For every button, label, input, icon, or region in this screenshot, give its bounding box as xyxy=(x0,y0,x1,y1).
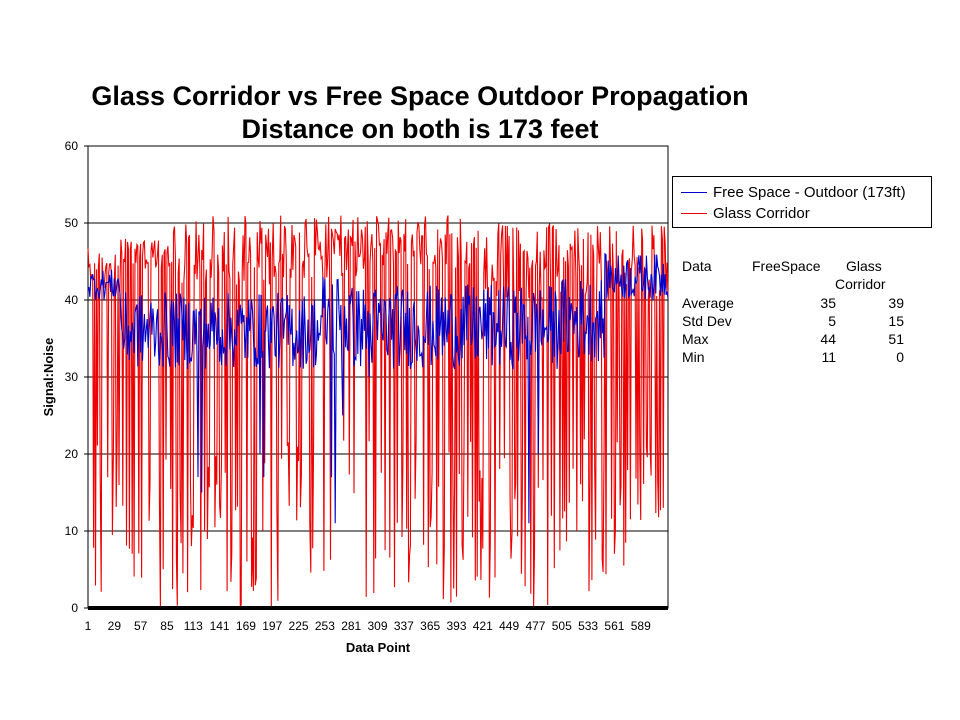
series-layer xyxy=(87,215,669,610)
x-axis-ticks: 1 29 57 85 113 141 169 197 225 253 281 309 337 365 393… xyxy=(85,619,651,633)
y-tick-label: 10 xyxy=(65,524,79,538)
legend-item-glass-corridor: Glass Corridor xyxy=(681,203,810,223)
x-tick-label: 589 xyxy=(631,619,651,633)
stats-header-corridor: Corridor xyxy=(835,276,886,292)
x-tick-label: 281 xyxy=(341,619,361,633)
legend: Free Space - Outdoor (173ft) Glass Corri… xyxy=(672,176,932,228)
x-tick-label: 253 xyxy=(315,619,335,633)
x-tick-label: 225 xyxy=(289,619,309,633)
stats-glass-value: 51 xyxy=(888,331,904,347)
y-tick-label: 60 xyxy=(65,139,79,153)
legend-item-free-space: Free Space - Outdoor (173ft) xyxy=(681,182,906,202)
stats-row-min: Min 11 0 xyxy=(682,349,922,367)
y-axis-ticks: 0 10 20 30 40 50 60 xyxy=(65,139,88,615)
x-tick-label: 365 xyxy=(420,619,440,633)
x-tick-label: 561 xyxy=(604,619,624,633)
chart-title: Glass Corridor vs Free Space Outdoor Pro… xyxy=(91,81,749,111)
stats-header-freespace: FreeSpace xyxy=(752,258,821,274)
x-tick-label: 449 xyxy=(499,619,519,633)
x-tick-label: 141 xyxy=(210,619,230,633)
x-tick-label: 57 xyxy=(134,619,148,633)
stats-glass-value: 0 xyxy=(896,349,904,365)
stats-row-max: Max 44 51 xyxy=(682,331,922,349)
legend-swatch-glass-corridor xyxy=(681,212,707,214)
y-tick-label: 40 xyxy=(65,293,79,307)
chart-subtitle: Distance on both is 173 feet xyxy=(241,114,599,144)
y-tick-label: 20 xyxy=(65,447,79,461)
x-tick-label: 169 xyxy=(236,619,256,633)
x-tick-label: 1 xyxy=(85,619,92,633)
y-tick-label: 0 xyxy=(71,601,78,615)
stats-glass-value: 15 xyxy=(888,313,904,329)
x-tick-label: 337 xyxy=(394,619,414,633)
stats-freespace-value: 11 xyxy=(821,349,836,365)
x-tick-label: 309 xyxy=(368,619,388,633)
y-tick-label: 30 xyxy=(65,370,79,384)
x-tick-label: 393 xyxy=(446,619,466,633)
stats-label: Max xyxy=(682,331,709,347)
x-tick-label: 29 xyxy=(108,619,122,633)
stats-freespace-value: 44 xyxy=(820,331,836,347)
stats-header-data: Data xyxy=(682,258,712,274)
stats-label: Min xyxy=(682,349,705,365)
stats-row-average: Average 35 39 xyxy=(682,295,922,313)
x-tick-label: 113 xyxy=(184,619,203,633)
x-tick-label: 533 xyxy=(578,619,598,633)
y-axis-label: Signal:Noise xyxy=(41,338,56,417)
x-tick-label: 505 xyxy=(552,619,572,633)
x-tick-label: 85 xyxy=(160,619,174,633)
stats-header-glass: Glass xyxy=(846,258,882,274)
x-tick-label: 197 xyxy=(262,619,282,633)
x-axis-label: Data Point xyxy=(346,640,411,655)
legend-swatch-free-space xyxy=(681,191,707,193)
x-tick-label: 421 xyxy=(473,619,493,633)
series-line-glass-corridor xyxy=(87,215,669,608)
stats-header-row-2: Corridor xyxy=(682,276,922,294)
legend-label-glass-corridor: Glass Corridor xyxy=(713,204,810,222)
stats-label: Average xyxy=(682,295,734,311)
stats-freespace-value: 5 xyxy=(828,313,836,329)
stats-header-row: Data FreeSpace Glass xyxy=(682,258,922,276)
legend-label-free-space: Free Space - Outdoor (173ft) xyxy=(713,183,906,201)
stats-freespace-value: 35 xyxy=(820,295,836,311)
stats-row-std-dev: Std Dev 5 15 xyxy=(682,313,922,331)
y-tick-label: 50 xyxy=(65,216,79,230)
stats-glass-value: 39 xyxy=(888,295,904,311)
series-line-free-space xyxy=(87,252,669,524)
stats-label: Std Dev xyxy=(682,313,732,329)
x-tick-label: 477 xyxy=(525,619,545,633)
